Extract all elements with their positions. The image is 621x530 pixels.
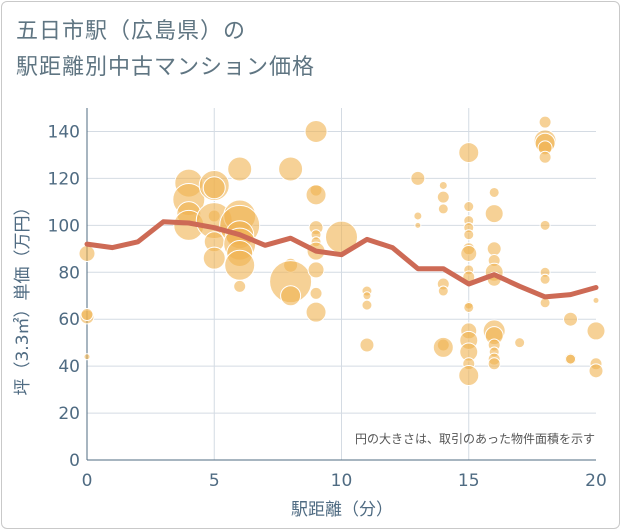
bubble: [484, 204, 504, 224]
bubble: [514, 337, 526, 349]
x-tick-labels: 0 5 10 15 20: [82, 471, 607, 491]
bubble: [488, 186, 500, 198]
bubble: [463, 301, 475, 313]
bubble: [463, 201, 475, 213]
y-tick-label: 0: [69, 451, 80, 471]
bubble: [458, 142, 480, 164]
y-tick-label: 100: [48, 216, 80, 236]
bubble-layer: [78, 115, 606, 387]
y-tick-label: 140: [48, 122, 80, 142]
bubble: [278, 156, 304, 182]
bubble: [437, 285, 449, 297]
bubble: [83, 353, 91, 361]
bubble: [458, 365, 480, 387]
bubble: [592, 296, 600, 304]
y-tick-label: 80: [58, 263, 80, 283]
x-tick-label: 10: [331, 471, 353, 491]
bubble: [487, 357, 501, 371]
bubble: [586, 321, 606, 341]
bubble: [563, 311, 579, 327]
bubble: [410, 170, 426, 186]
bubble: [588, 363, 604, 379]
bubble: [305, 184, 327, 206]
x-tick-label: 20: [585, 471, 607, 491]
chart-title-line-2: 駅距離別中古マンション価格: [16, 55, 316, 80]
x-tick-label: 15: [458, 471, 480, 491]
bubble: [436, 190, 450, 204]
bubble: [359, 337, 375, 353]
chart-title-line-1: 五日市駅（広島県）の: [16, 19, 247, 44]
bubble: [539, 273, 551, 285]
bubble: [224, 249, 256, 281]
grid-lines: [86, 108, 596, 461]
bubble: [304, 119, 328, 143]
bubble: [413, 211, 423, 221]
bubble: [202, 246, 226, 270]
bubble: [362, 291, 372, 301]
y-tick-label: 40: [58, 357, 80, 377]
bubble: [361, 299, 373, 311]
bubble: [438, 180, 448, 190]
y-tick-labels: 0 20 40 60 80 100 120 140: [48, 122, 80, 471]
bubble: [280, 285, 302, 307]
bubble: [414, 221, 422, 229]
bubble: [486, 241, 502, 257]
bubble: [309, 286, 323, 300]
bubble: [80, 308, 94, 322]
y-tick-label: 60: [58, 310, 80, 330]
bubble-size-note: 円の大きさは、取引のあった物件面積を示す: [355, 431, 595, 446]
bubble: [463, 229, 475, 241]
bubble: [565, 353, 577, 365]
x-tick-label: 5: [209, 471, 220, 491]
bubble: [432, 336, 454, 358]
y-tick-label: 120: [48, 169, 80, 189]
chart-title: 五日市駅（広島県）の 駅距離別中古マンション価格: [16, 14, 315, 86]
bubble: [538, 150, 552, 164]
bubble: [437, 203, 449, 215]
bubble: [78, 244, 96, 262]
bubble: [307, 261, 325, 279]
x-tick-label: 0: [82, 471, 93, 491]
bubble: [227, 156, 253, 182]
bubble: [538, 115, 552, 129]
bubble: [202, 176, 226, 200]
bubble: [460, 244, 478, 262]
y-tick-label: 20: [58, 404, 80, 424]
bubble: [539, 219, 551, 231]
y-axis-label: 坪（3.3㎡）単価（万円）: [13, 198, 33, 395]
trend-line: [84, 219, 599, 300]
bubble: [233, 279, 247, 293]
bubble: [305, 301, 327, 323]
x-axis-label: 駅距離（分）: [291, 500, 393, 520]
